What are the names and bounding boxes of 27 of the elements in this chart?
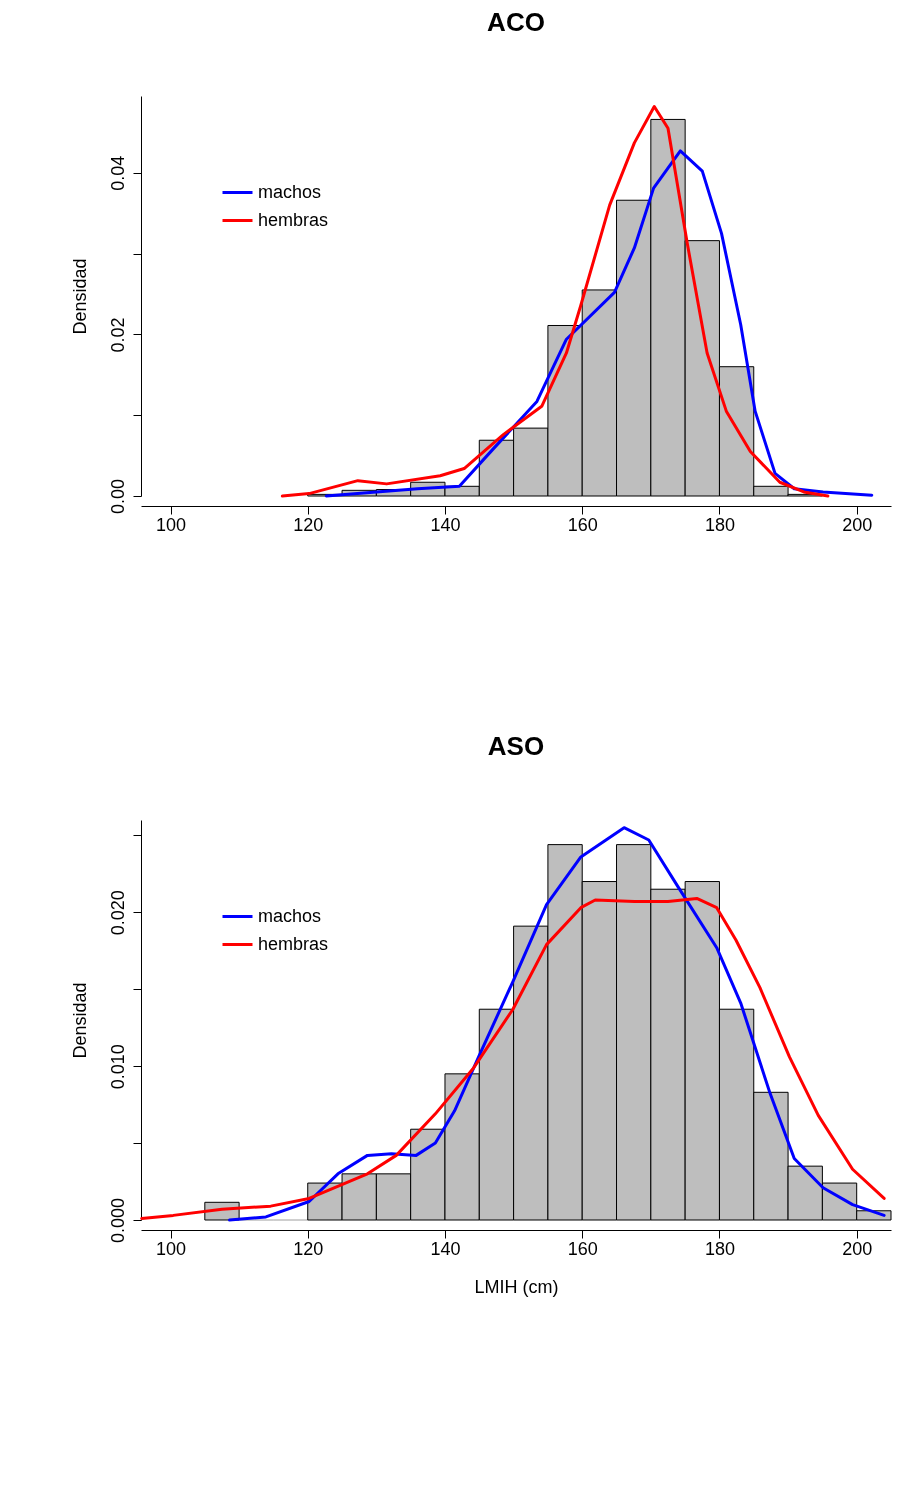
x-tick-label: 120	[293, 1238, 324, 1259]
x-tick-label: 200	[842, 514, 873, 535]
y-tick-label: 0.010	[107, 1044, 128, 1090]
y-tick-label: 0.04	[107, 155, 128, 191]
y-axis-title: Densidad	[69, 982, 90, 1059]
x-tick-label: 160	[567, 1238, 598, 1259]
legend-label: hembras	[258, 209, 329, 230]
x-tick-label: 100	[155, 1238, 187, 1259]
x-tick-label: 180	[704, 514, 735, 535]
x-tick-label: 140	[430, 514, 461, 535]
legend-label: machos	[258, 905, 322, 926]
x-axis-title: LMIH (cm)	[474, 1276, 559, 1297]
y-axis-title: Densidad	[69, 258, 90, 335]
x-tick-label: 200	[842, 1238, 873, 1259]
y-tick-label: 0.000	[107, 1197, 128, 1244]
x-tick-label: 140	[430, 1238, 461, 1259]
x-tick-label: 180	[704, 1238, 735, 1259]
y-tick-label: 0.00	[107, 478, 128, 515]
legend-label: hembras	[258, 933, 329, 954]
x-tick-label: 120	[293, 514, 324, 535]
chart-title: ASO	[487, 731, 545, 761]
legend-label: machos	[258, 181, 322, 202]
x-tick-label: 160	[567, 514, 598, 535]
x-tick-label: 100	[155, 514, 187, 535]
chart-title: ACO	[487, 7, 545, 37]
y-tick-label: 0.020	[107, 890, 128, 936]
y-tick-label: 0.02	[107, 317, 128, 353]
